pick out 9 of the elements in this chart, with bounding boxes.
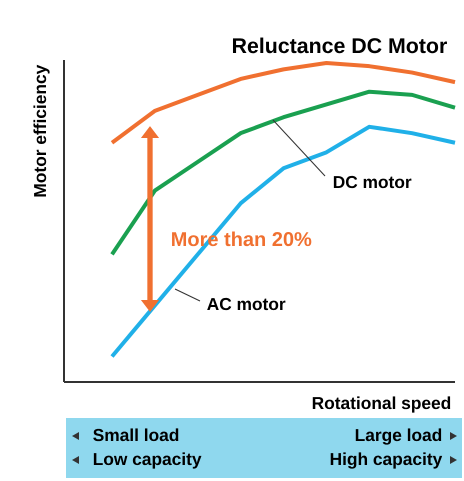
chart-title: Reluctance DC Motor <box>232 38 447 54</box>
annotation: DC motor <box>334 176 412 188</box>
text: Low capacity <box>94 452 202 469</box>
x-axis-title: Rotational speed <box>312 396 450 413</box>
text: High capacity <box>330 452 442 469</box>
text: Large load <box>356 428 442 445</box>
text: Small load <box>93 428 178 442</box>
y-axis-title: Motor efficiency <box>33 64 50 196</box>
annotation: AC motor <box>207 298 286 310</box>
